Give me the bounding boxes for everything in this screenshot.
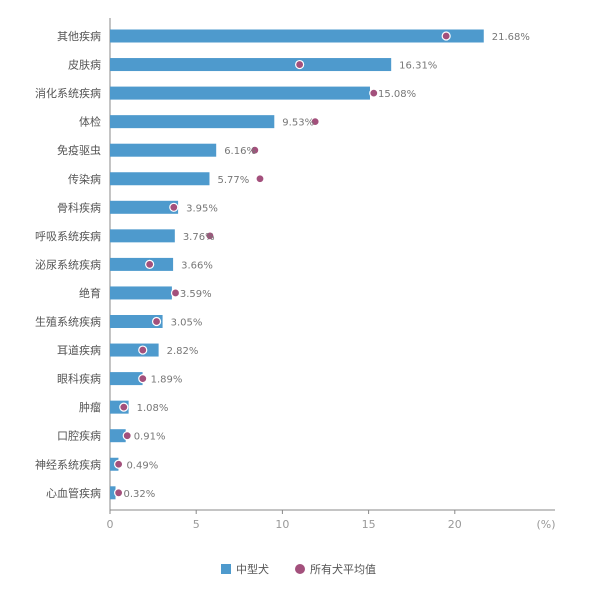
average-dot <box>170 288 181 298</box>
x-tick-label: 10 <box>275 518 289 531</box>
bar-value-label: 1.89% <box>151 375 183 386</box>
category-label: 体检 <box>79 115 101 129</box>
bar-value-label: 3.59% <box>180 289 212 300</box>
bar <box>110 172 210 186</box>
average-series <box>114 31 451 498</box>
average-dot <box>114 459 124 469</box>
x-axis-ticks: 0 5 10 15 20 <box>107 510 462 531</box>
bar-value-label: 3.76% <box>183 232 215 243</box>
legend-dot-swatch <box>295 564 305 574</box>
bar-series <box>110 29 484 500</box>
average-dot <box>369 88 379 98</box>
average-dot <box>295 59 305 70</box>
bar <box>110 486 116 500</box>
bar <box>110 143 217 157</box>
value-labels: 21.68% 16.31% 15.08% 9.53% 6.16% 5.77% 3.95% 3.… <box>124 32 530 500</box>
average-dot <box>310 117 320 127</box>
bar-value-label: 1.08% <box>137 403 169 414</box>
bar-value-label: 3.66% <box>181 260 213 271</box>
bar <box>110 372 143 386</box>
x-tick-label: 15 <box>362 518 376 531</box>
bar <box>110 315 163 328</box>
category-label: 耳道疾病 <box>57 343 101 357</box>
bar-value-label: 2.82% <box>167 346 199 357</box>
bar <box>110 58 392 72</box>
average-dot <box>145 259 155 269</box>
average-dot <box>114 488 124 498</box>
average-dot <box>119 402 129 412</box>
bar <box>110 286 172 300</box>
category-label: 眼科疾病 <box>57 372 101 386</box>
category-label: 其他疾病 <box>57 29 101 43</box>
legend-bar-label: 中型犬 <box>236 562 269 576</box>
bar <box>110 86 370 100</box>
average-dot <box>138 374 148 384</box>
average-dot <box>441 31 451 41</box>
category-label: 心血管疾病 <box>46 486 101 500</box>
bar-value-label: 21.68% <box>492 32 530 43</box>
bar-value-label: 16.31% <box>399 61 437 72</box>
bar <box>110 229 175 243</box>
x-axis-unit: (%) <box>536 518 555 531</box>
bar-value-label: 3.05% <box>171 318 203 329</box>
average-dot <box>169 202 179 212</box>
x-tick-label: 0 <box>107 518 114 531</box>
category-label: 口腔疾病 <box>57 429 101 443</box>
bar <box>110 343 159 357</box>
average-dot <box>151 316 162 327</box>
category-labels: 其他疾病皮肤病消化系统疾病体检免疫驱虫传染病骨科疾病呼吸系统疾病泌尿系统疾病绝育… <box>35 29 101 500</box>
category-label: 消化系统疾病 <box>35 86 101 100</box>
legend-bar-swatch <box>221 564 231 574</box>
category-label: 免疫驱虫 <box>57 143 101 157</box>
average-dot <box>255 174 265 184</box>
average-dot <box>205 231 215 241</box>
bar-value-label: 0.32% <box>124 489 156 500</box>
bar <box>110 429 126 443</box>
bar-value-label: 9.53% <box>282 118 314 129</box>
bar-value-label: 0.91% <box>134 432 166 443</box>
category-label: 泌尿系统疾病 <box>35 257 101 271</box>
average-dot <box>250 145 260 155</box>
category-label: 传染病 <box>68 172 101 186</box>
x-tick-label: 20 <box>448 518 462 531</box>
bar <box>110 257 174 271</box>
category-label: 呼吸系统疾病 <box>35 229 101 243</box>
bar <box>110 29 484 43</box>
bar-value-label: 5.77% <box>217 175 249 186</box>
bar-value-label: 3.95% <box>186 203 218 214</box>
category-label: 肿瘤 <box>79 400 101 414</box>
bar <box>110 200 179 214</box>
bar-value-label: 0.49% <box>126 460 158 471</box>
bar <box>110 115 275 129</box>
bar-value-label: 15.08% <box>378 89 416 100</box>
category-label: 绝育 <box>79 286 101 300</box>
average-dot <box>138 345 148 355</box>
bar-value-label: 6.16% <box>224 146 256 157</box>
category-label: 生殖系统疾病 <box>35 315 101 329</box>
x-tick-label: 5 <box>193 518 200 531</box>
average-dot <box>122 431 132 441</box>
category-label: 骨科疾病 <box>57 200 101 214</box>
category-label: 皮肤病 <box>68 58 101 72</box>
legend-dot-label: 所有犬平均值 <box>310 562 376 576</box>
legend: 中型犬 所有犬平均值 <box>221 562 376 576</box>
category-label: 神经系统疾病 <box>35 457 101 471</box>
